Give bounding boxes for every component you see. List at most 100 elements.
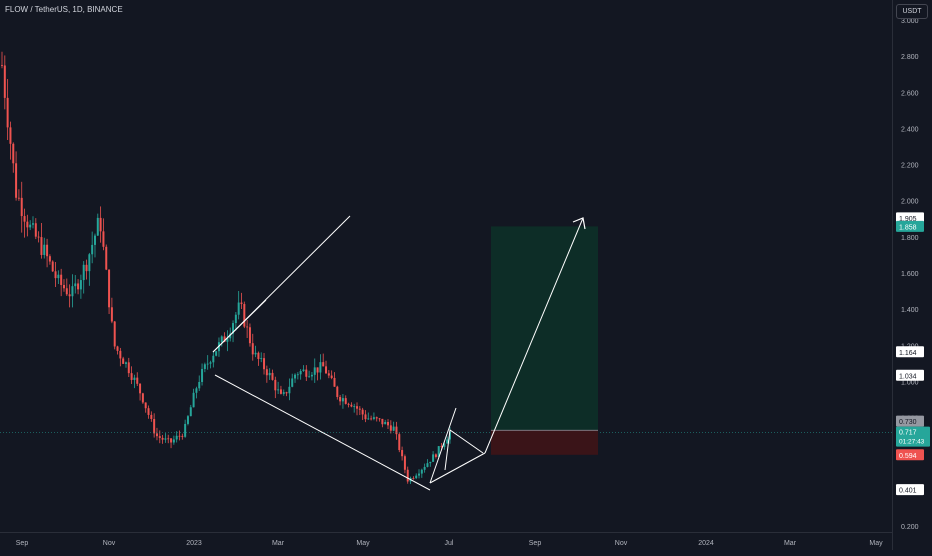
candle-body — [310, 374, 313, 377]
candle — [232, 320, 235, 343]
candle — [429, 461, 432, 467]
candle-body — [240, 302, 243, 305]
candle-body — [57, 274, 60, 279]
candle — [344, 395, 347, 405]
candle-body — [172, 439, 175, 443]
level-high-label-bg — [896, 346, 924, 358]
candle-body — [392, 426, 395, 431]
candle — [34, 218, 37, 240]
candle — [282, 389, 285, 396]
candle — [389, 420, 392, 434]
stop-label-text: 0.594 — [899, 453, 917, 460]
time-axis[interactable]: Sep Nov 2023 Mar May Jul Sep Nov 2024 Mar May — [0, 532, 892, 551]
candle — [71, 274, 74, 308]
time-tick-label: Nov — [103, 540, 116, 547]
candle — [367, 412, 370, 420]
candle-body — [23, 216, 26, 222]
candle — [361, 407, 364, 420]
candle-body — [108, 269, 111, 308]
trend-line — [484, 217, 584, 454]
candle — [310, 372, 313, 381]
candle — [327, 370, 330, 379]
candle — [153, 413, 156, 438]
candle-body — [124, 362, 127, 364]
candle — [57, 270, 60, 285]
candle — [74, 275, 77, 294]
candle-body — [257, 352, 260, 359]
trend-line — [429, 407, 457, 484]
candle — [150, 411, 153, 422]
price-tick-label: 2.200 — [901, 163, 919, 170]
candle — [412, 476, 415, 480]
candle-body — [279, 389, 282, 394]
candle — [415, 473, 418, 480]
candle-body — [412, 478, 415, 479]
candle — [372, 412, 375, 421]
candle — [423, 463, 426, 473]
candle — [68, 284, 71, 308]
candle-body — [372, 417, 375, 419]
candle — [254, 345, 257, 358]
candle-body — [105, 246, 108, 270]
candle-body — [184, 423, 187, 437]
candle-body — [122, 358, 125, 364]
candle-body — [437, 446, 440, 457]
candle-body — [144, 402, 147, 409]
candle — [23, 208, 26, 238]
candle — [93, 233, 96, 258]
candle-body — [237, 302, 240, 315]
candle-body — [43, 244, 46, 255]
candle — [181, 433, 184, 440]
candle-body — [212, 355, 215, 363]
candle-body — [139, 383, 142, 394]
candle — [198, 375, 201, 392]
candle — [141, 392, 144, 404]
candle — [184, 419, 187, 438]
candle — [62, 279, 65, 292]
price-chart[interactable] — [0, 0, 892, 532]
candle-body — [158, 436, 161, 438]
candle — [350, 402, 353, 408]
candle — [189, 404, 192, 417]
trend-line — [429, 452, 486, 484]
candle-body — [150, 414, 153, 419]
candle-body — [12, 143, 15, 164]
price-axis[interactable]: 3.000 2.800 2.600 2.400 2.200 2.000 1.800 1.600… — [892, 0, 932, 550]
candle — [288, 378, 291, 401]
candle-body — [403, 456, 406, 470]
candle — [136, 372, 139, 387]
chart-area[interactable] — [0, 0, 892, 532]
candle — [325, 360, 328, 374]
candle — [48, 254, 51, 265]
candle — [46, 238, 49, 268]
candle-body — [401, 450, 404, 457]
candle-body — [356, 406, 359, 409]
price-tick-label: 2.000 — [901, 199, 919, 206]
candle — [192, 388, 195, 408]
candle-body — [254, 352, 257, 355]
candle-body — [26, 221, 29, 228]
candle-body — [296, 374, 299, 376]
candle — [274, 376, 277, 399]
candle — [246, 320, 249, 339]
candle-body — [40, 237, 43, 255]
candle-body — [48, 256, 51, 262]
candle — [116, 345, 119, 355]
candle-body — [389, 425, 392, 431]
candle-body — [234, 314, 237, 324]
candle — [124, 361, 127, 368]
candle-body — [415, 475, 418, 479]
candle-body — [68, 294, 71, 297]
candle — [88, 252, 91, 286]
candle — [26, 214, 29, 237]
candle — [322, 353, 325, 367]
candle — [437, 446, 440, 458]
candle-body — [186, 416, 189, 424]
candle-body — [17, 197, 20, 199]
time-tick-label: Mar — [272, 540, 285, 547]
currency-button[interactable]: USDT — [896, 4, 928, 19]
candle — [201, 363, 204, 386]
candle-body — [93, 235, 96, 245]
candle-body — [29, 224, 32, 228]
candle — [209, 360, 212, 369]
